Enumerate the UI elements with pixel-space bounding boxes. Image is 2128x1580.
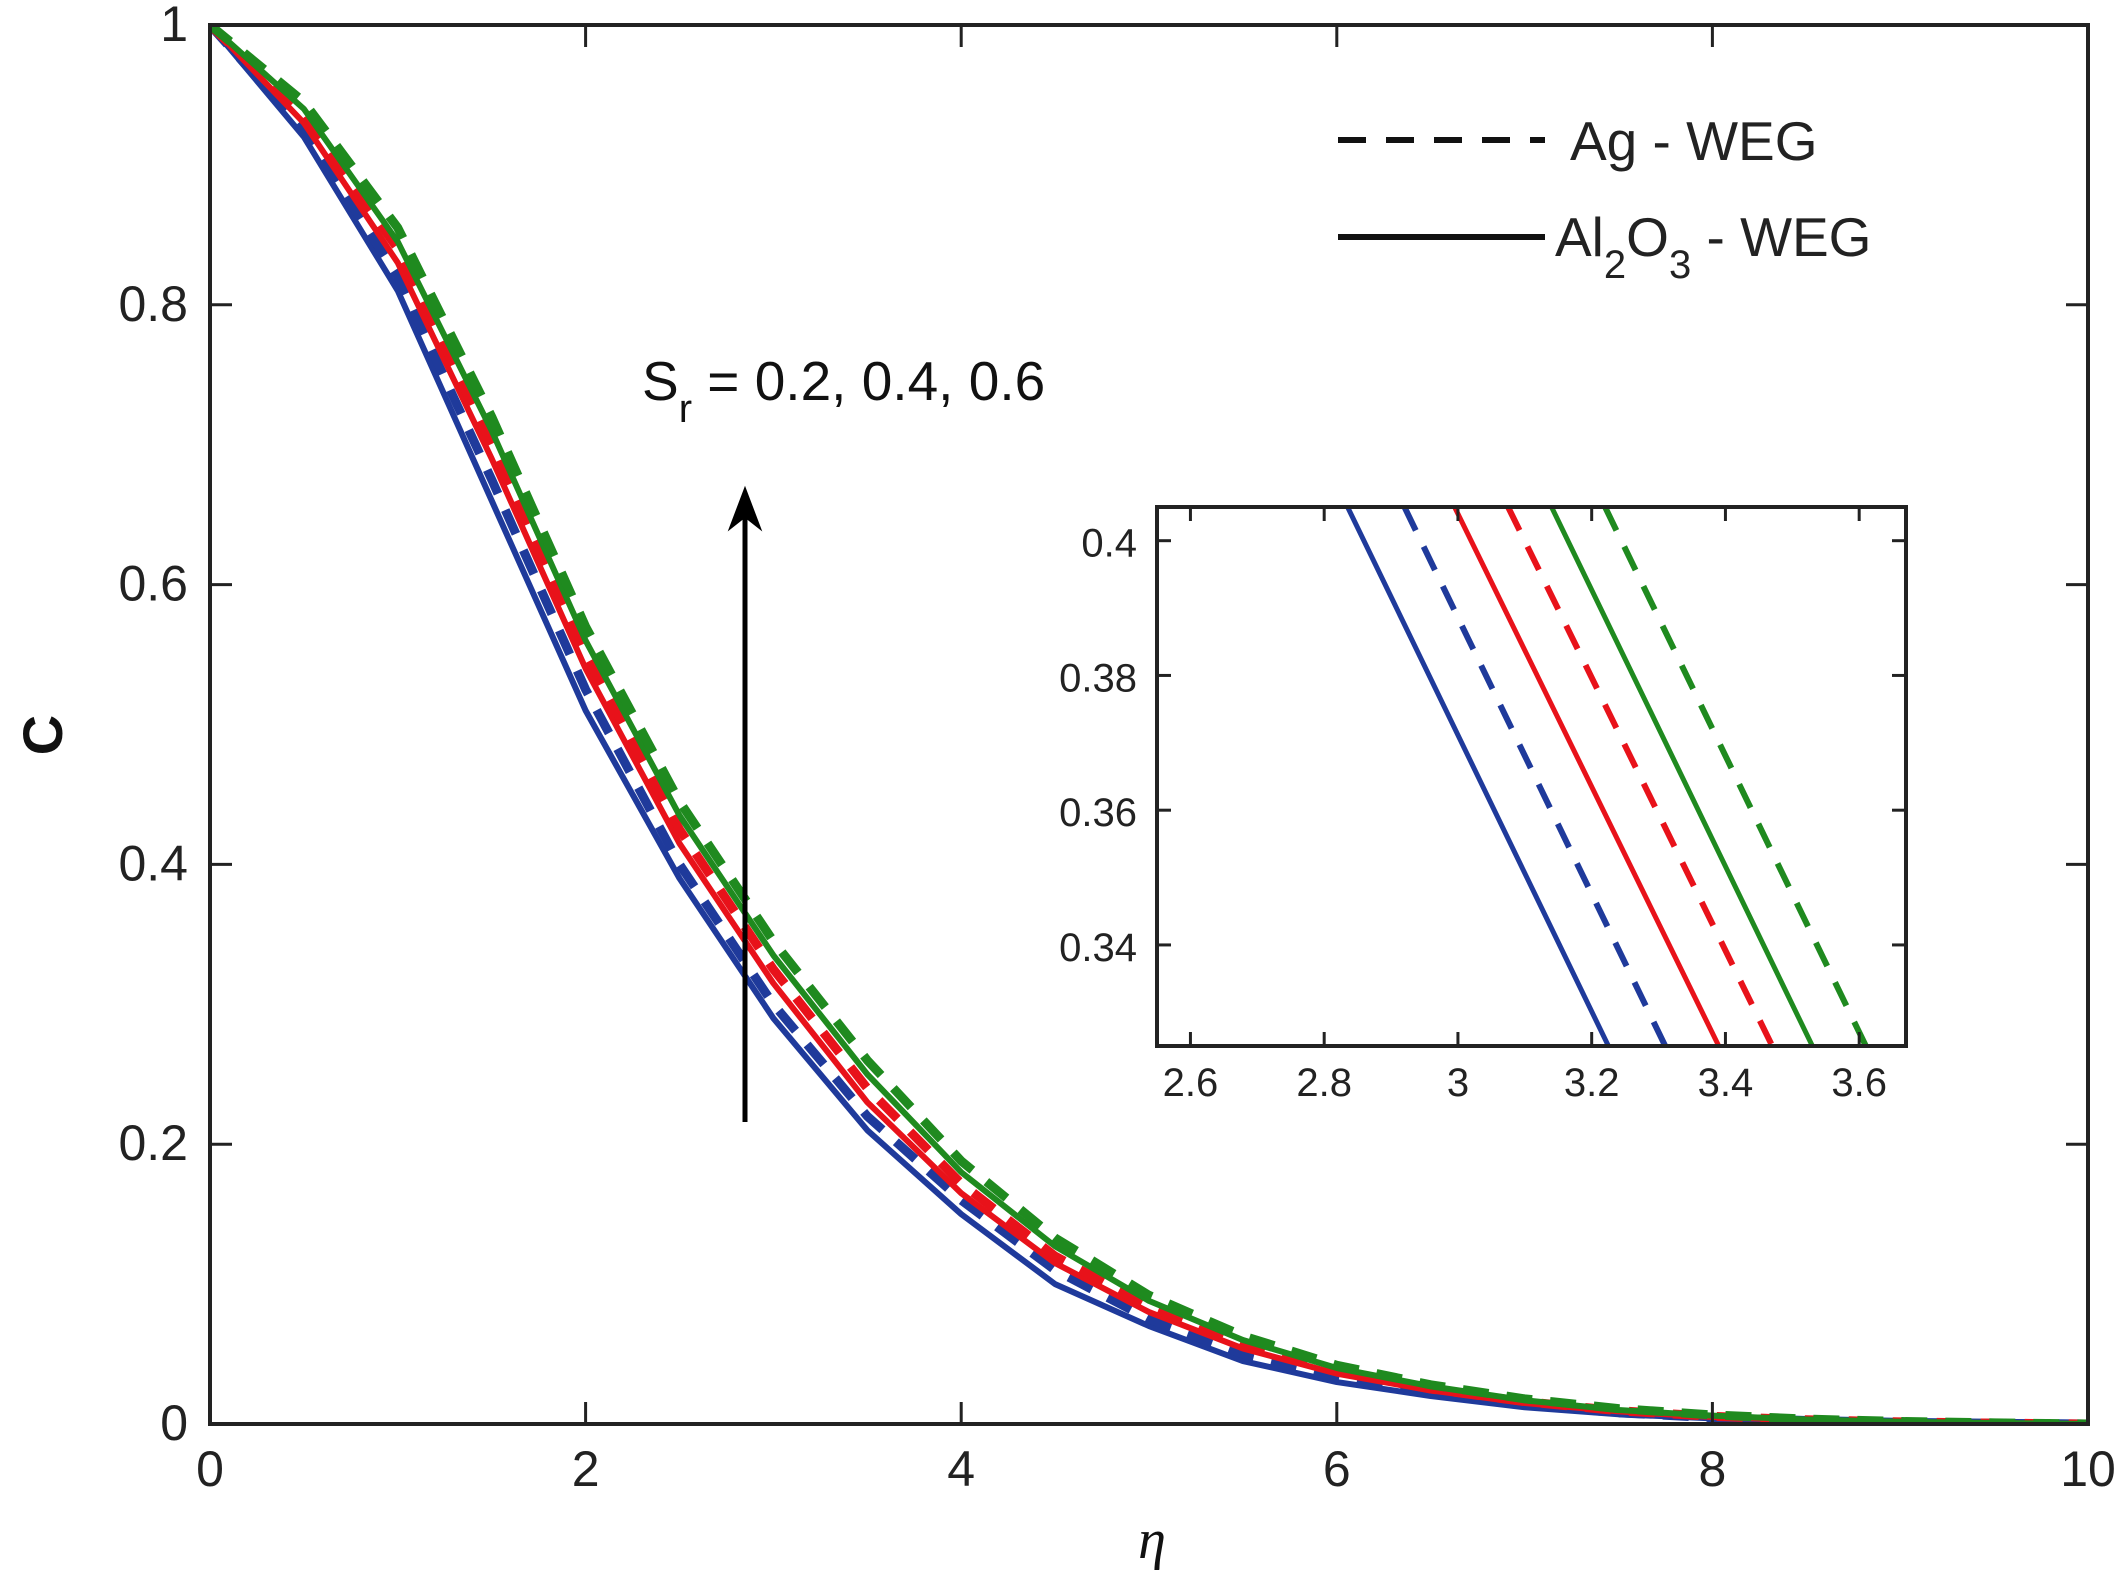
inset-x-tick-label: 3.2 bbox=[1564, 1061, 1620, 1105]
main-series-6-dashed bbox=[210, 25, 2088, 1424]
inset-plot-frame bbox=[1155, 505, 1908, 1048]
inset-x-tick-label: 3.4 bbox=[1698, 1061, 1754, 1105]
legend-label-ag-weg: Ag - WEG bbox=[1570, 110, 1818, 172]
legend: Ag - WEG Al2O3 - WEG bbox=[1338, 110, 1871, 287]
annotation-arrow-head bbox=[727, 485, 763, 532]
main-x-tick-label: 10 bbox=[2060, 1441, 2116, 1497]
inset-series-1-solid bbox=[1345, 507, 1611, 1046]
inset-series-3-solid bbox=[1452, 507, 1721, 1046]
main-x-tick-label: 8 bbox=[1698, 1441, 1726, 1497]
inset-background bbox=[1157, 507, 1906, 1046]
main-y-tick-label: 0.2 bbox=[118, 1115, 188, 1171]
inset-y-tick-label: 0.36 bbox=[1059, 791, 1137, 835]
main-x-tick-label: 0 bbox=[196, 1441, 224, 1497]
inset-y-tick-label: 0.4 bbox=[1081, 522, 1137, 566]
inset-x-tick-label: 2.8 bbox=[1296, 1061, 1352, 1105]
inset-series-6-dashed bbox=[1602, 507, 1869, 1046]
inset-y-tick-label: 0.38 bbox=[1059, 656, 1137, 700]
inset-series-5-solid bbox=[1549, 507, 1815, 1046]
inset-x-tick-label: 3.6 bbox=[1831, 1061, 1887, 1105]
main-y-tick-label: 1 bbox=[160, 0, 188, 52]
inset-series-4-dashed bbox=[1505, 507, 1775, 1046]
annotation-label: Sr = 0.2, 0.4, 0.6 bbox=[642, 350, 1045, 431]
main-y-tick-label: 0 bbox=[160, 1395, 188, 1451]
x-axis-label: η bbox=[1138, 1509, 1166, 1571]
inset-x-tick-label: 3 bbox=[1447, 1061, 1469, 1105]
inset-y-tick-label: 0.34 bbox=[1059, 926, 1137, 970]
main-x-tick-label: 4 bbox=[947, 1441, 975, 1497]
legend-label-al2o3-weg: Al2O3 - WEG bbox=[1555, 206, 1871, 287]
main-y-tick-label: 0.8 bbox=[118, 276, 188, 332]
main-x-tick-label: 6 bbox=[1323, 1441, 1351, 1497]
y-axis-label: C bbox=[11, 715, 74, 755]
inset-series-2-dashed bbox=[1401, 507, 1668, 1046]
main-x-tick-label: 2 bbox=[572, 1441, 600, 1497]
inset-x-tick-label: 2.6 bbox=[1163, 1061, 1219, 1105]
main-y-tick-label: 0.6 bbox=[118, 556, 188, 612]
main-plot-frame bbox=[208, 23, 2090, 1426]
main-y-tick-label: 0.4 bbox=[118, 835, 188, 891]
